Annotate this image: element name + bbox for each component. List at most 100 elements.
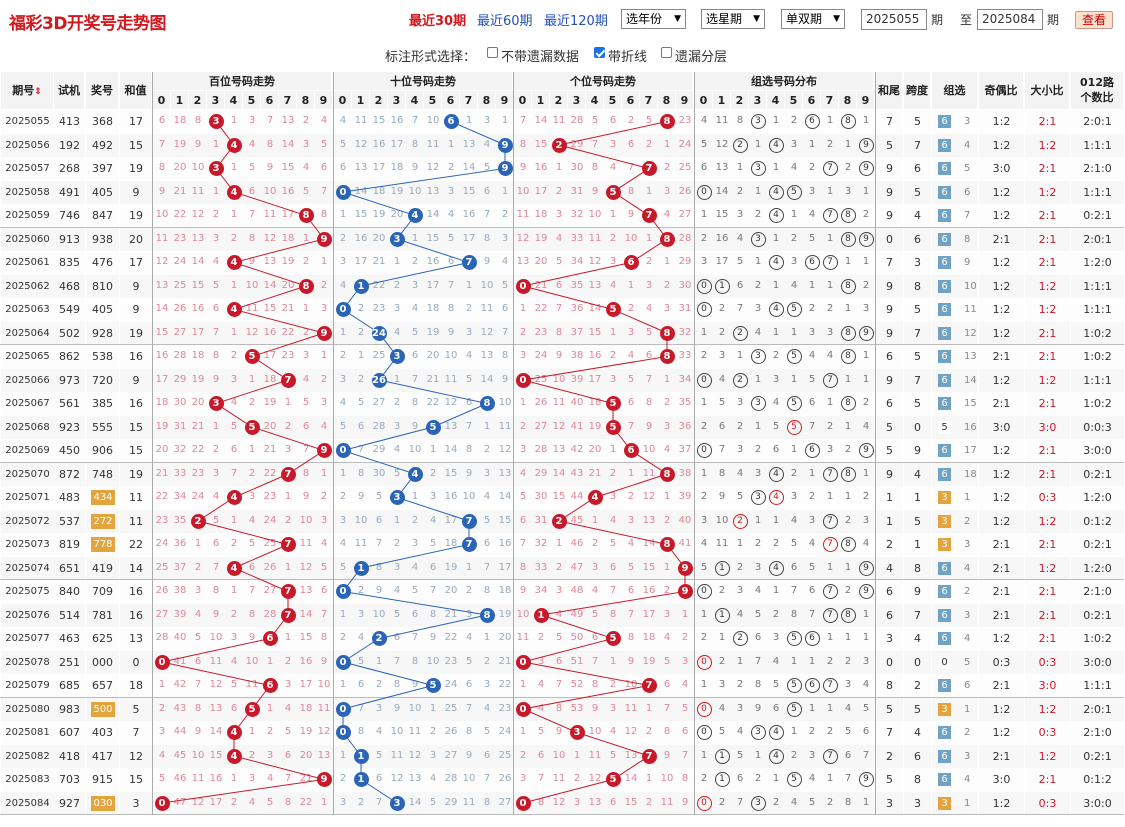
prize-cell: 419 xyxy=(86,556,119,580)
u-miss-count: 2 xyxy=(663,397,671,408)
sum-cell: 11 xyxy=(120,509,152,533)
odd-even-cell: 2:1 xyxy=(979,533,1024,557)
sum-cell: 12 xyxy=(120,744,152,768)
h-miss-count: 7 xyxy=(284,773,292,784)
te-hit-ball: 2 xyxy=(371,631,387,646)
h-miss-count: 2 xyxy=(230,350,238,361)
u-miss-count: 30 xyxy=(570,162,584,173)
h-miss-count: 15 xyxy=(155,326,169,338)
u-miss-count: 17 xyxy=(642,608,656,620)
group-hit-ring: 5 xyxy=(786,701,802,717)
sum-tail-cell: 5 xyxy=(876,697,903,721)
odd-even-cell: 2:1 xyxy=(979,345,1024,369)
no-miss-label[interactable]: 不带遗漏数据 xyxy=(501,50,580,65)
group-miss-count: 4 xyxy=(862,538,870,549)
road-012-cell: 1:1:1 xyxy=(1071,274,1124,298)
h-miss-count: 8 xyxy=(194,115,202,126)
group-miss: 4 xyxy=(964,633,971,644)
period-cell: 2025084 xyxy=(1,791,54,815)
options-label: 标注形式选择： xyxy=(385,50,477,65)
u-miss-count: 10 xyxy=(642,444,656,455)
polyline-checkbox[interactable] xyxy=(594,47,605,58)
road-012-cell: 2:1:0 xyxy=(1071,721,1124,745)
header-u-group: 个位号码走势 xyxy=(514,72,693,91)
header-bs: 大小比 xyxy=(1025,72,1070,110)
u-hit-ball: 1 xyxy=(533,607,549,623)
miss-layer-label[interactable]: 遗漏分层 xyxy=(675,50,728,65)
year-select[interactable]: 选年份 ▼ xyxy=(621,9,686,29)
road-012-cell: 0:2:1 xyxy=(1071,744,1124,768)
u-miss-count: 4 xyxy=(627,350,635,361)
from-period-input[interactable]: 2025055 xyxy=(861,9,927,30)
te-miss-count: 2 xyxy=(393,279,401,291)
h-miss-count: 11 xyxy=(299,538,313,549)
sort-icon[interactable]: ⇕ xyxy=(34,87,42,97)
h-miss-count: 4 xyxy=(302,373,310,385)
h-miss-count: 4 xyxy=(320,420,328,432)
group-type-badge: 6 xyxy=(938,467,951,481)
sum-cell: 13 xyxy=(120,627,152,651)
h-miss-count: 12 xyxy=(263,232,277,244)
group-miss-count: 4 xyxy=(862,679,870,690)
h-miss-count: 3 xyxy=(320,303,328,314)
trial-cell: 746 xyxy=(54,204,85,228)
u-hit-ball: 5 xyxy=(605,184,621,200)
to-period-input[interactable]: 2025084 xyxy=(977,9,1043,30)
group-miss-count: 1 xyxy=(736,162,744,173)
no-miss-checkbox[interactable] xyxy=(487,47,498,58)
group-miss-count: 3 xyxy=(808,326,816,338)
h-miss-count: 7 xyxy=(212,326,220,338)
weekday-select[interactable]: 选星期 ▼ xyxy=(701,9,765,29)
te-hit-ball: 26 xyxy=(371,372,387,388)
te-miss-count: 10 xyxy=(372,608,386,620)
group-miss-count: 3 xyxy=(736,702,744,714)
period-suffix-2: 期 xyxy=(1047,13,1060,27)
header-u-digit: 4 xyxy=(586,91,604,110)
span-cell: 3 xyxy=(904,791,931,815)
group-type-badge: 6 xyxy=(938,279,951,293)
header-oe: 奇偶比 xyxy=(979,72,1024,110)
u-miss-count: 3 xyxy=(627,326,635,338)
group-hit-ring: 3 xyxy=(750,161,766,176)
h-miss-count: 37 xyxy=(173,561,187,573)
group-type-badge: 6 xyxy=(938,444,951,457)
te-miss-count: 1 xyxy=(339,326,347,338)
view-button[interactable]: 查看 xyxy=(1075,11,1113,29)
te-miss-count: 8 xyxy=(411,397,419,408)
te-miss-count: 7 xyxy=(357,702,365,714)
recent-60-link[interactable]: 最近60期 xyxy=(477,14,533,29)
recent-120-link[interactable]: 最近120期 xyxy=(544,14,608,29)
recent-30-link[interactable]: 最近30期 xyxy=(409,14,467,29)
period-cell: 2025066 xyxy=(1,368,54,392)
te-miss-count: 3 xyxy=(339,256,347,267)
te-miss-count: 15 xyxy=(354,209,368,220)
prize-cell: 434 xyxy=(86,486,119,510)
group-miss: 1 xyxy=(964,703,971,715)
te-miss-count: 4 xyxy=(483,491,491,502)
oddeven-select[interactable]: 单双期 ▼ xyxy=(781,9,845,29)
column-divider xyxy=(333,72,334,815)
road-012-cell: 0:1:2 xyxy=(1071,768,1124,792)
h-miss-count: 2 xyxy=(194,561,202,573)
group-miss-count: 11 xyxy=(715,115,729,126)
miss-layer-checkbox[interactable] xyxy=(661,47,672,58)
group-miss-count: 3 xyxy=(844,679,852,690)
h-miss-count: 13 xyxy=(317,749,331,761)
span-cell: 8 xyxy=(904,768,931,792)
h-miss-count: 15 xyxy=(299,632,313,643)
big-small-cell: 0:3 xyxy=(1025,721,1070,745)
group-miss: 14 xyxy=(964,374,977,386)
u-miss-count: 27 xyxy=(534,420,548,432)
group-hit-ring: 3 xyxy=(750,725,766,740)
te-miss-count: 10 xyxy=(444,350,458,361)
u-miss-count: 10 xyxy=(552,749,566,761)
polyline-label[interactable]: 带折线 xyxy=(608,50,648,65)
road-012-cell: 0:2:1 xyxy=(1071,533,1124,557)
u-miss-count: 5 xyxy=(519,491,527,502)
te-miss-count: 5 xyxy=(429,538,437,549)
h-miss-count: 2 xyxy=(284,514,292,526)
header-p[interactable]: 期号⇕ xyxy=(1,72,54,110)
big-small-cell: 2:1 xyxy=(1025,603,1070,627)
h-miss-count: 3 xyxy=(320,397,328,408)
